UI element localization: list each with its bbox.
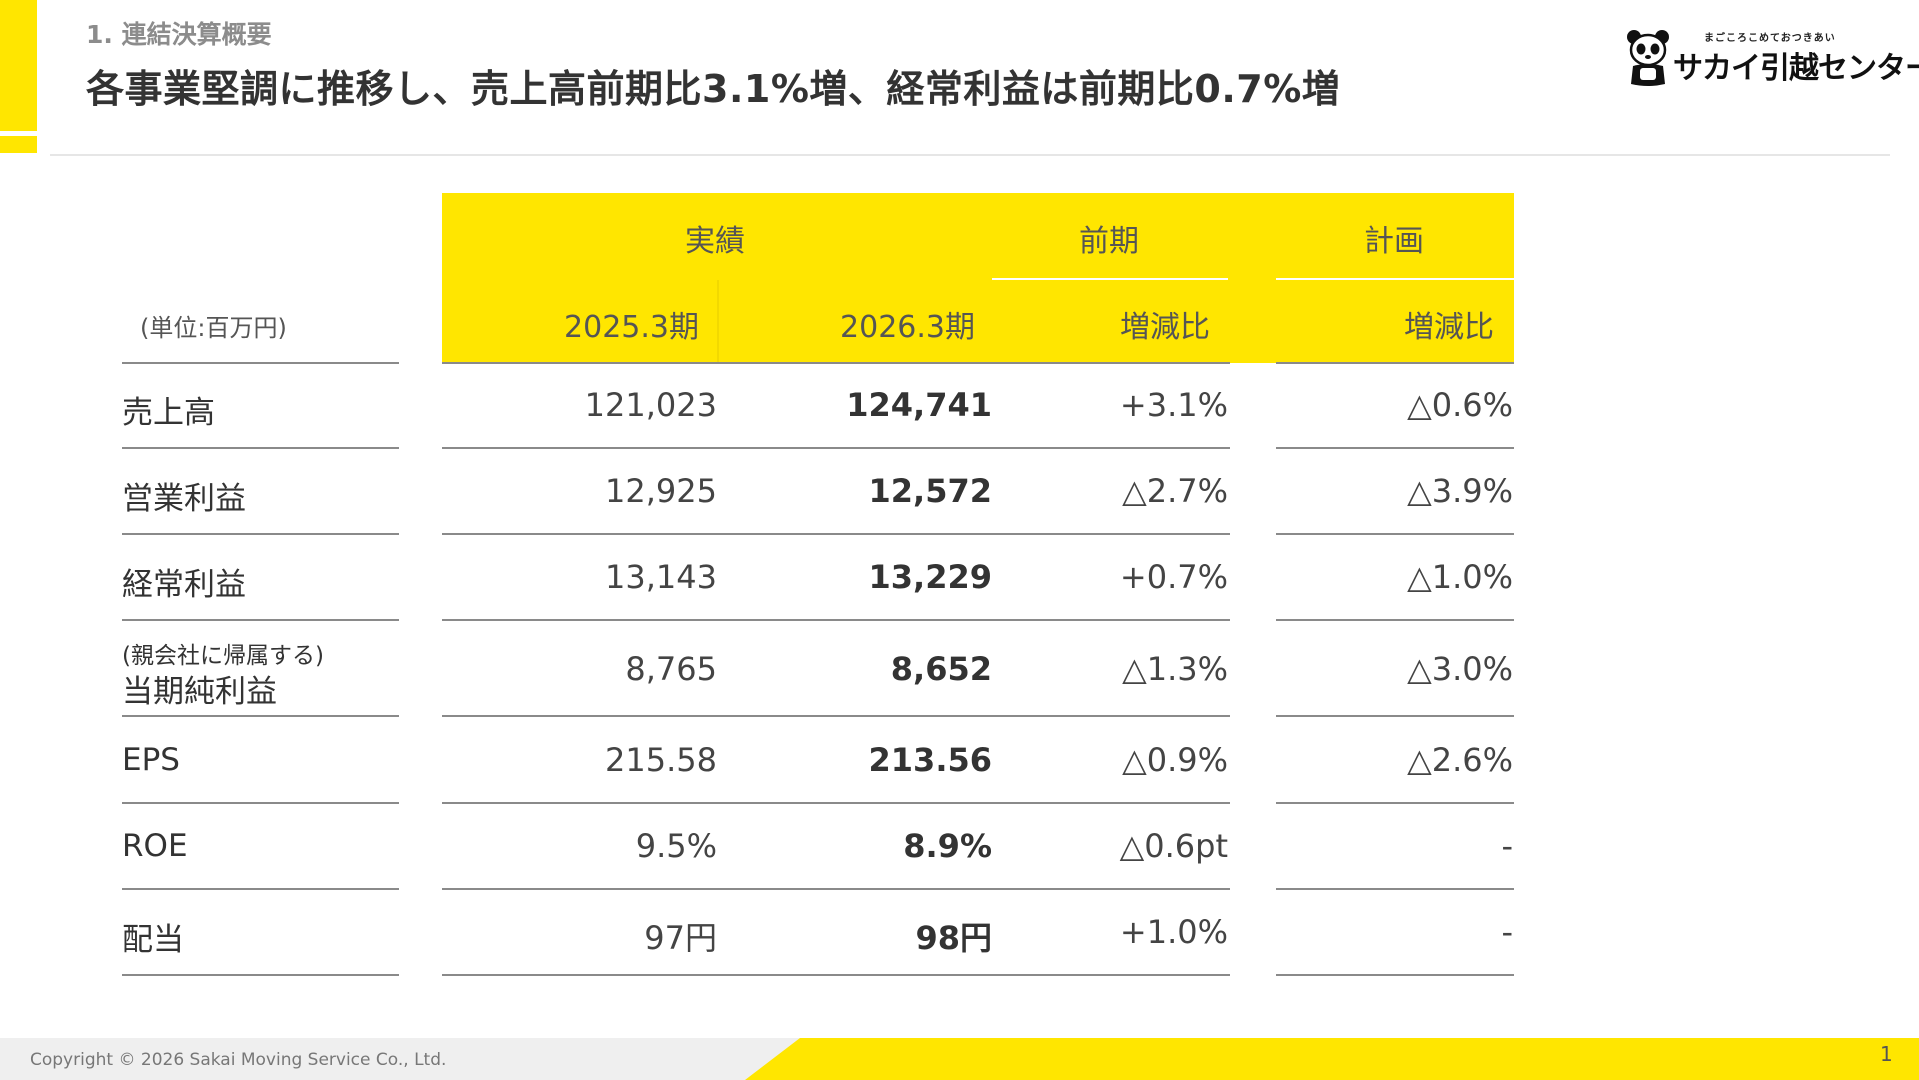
value-plan-change: △3.9% bbox=[1407, 472, 1513, 510]
value-plan-change: △3.0% bbox=[1407, 650, 1513, 688]
value-fy2025: 12,925 bbox=[605, 472, 717, 510]
row-rule bbox=[442, 447, 1230, 449]
value-prev-change: △0.9% bbox=[1122, 741, 1228, 779]
logo-name: サカイ引越センター bbox=[1673, 51, 1919, 86]
row-rule bbox=[122, 533, 399, 535]
header-divider-previous bbox=[992, 278, 1228, 280]
header-fy2025: 2025.3期 bbox=[564, 310, 699, 345]
value-plan-change: - bbox=[1501, 827, 1513, 865]
row-rule bbox=[1276, 802, 1514, 804]
row-label: 経常利益 bbox=[122, 567, 246, 603]
header-col-separator bbox=[717, 280, 719, 363]
value-fy2025: 9.5% bbox=[635, 827, 717, 865]
value-fy2025: 121,023 bbox=[584, 386, 717, 424]
company-logo: まごころこめておつきあい サカイ引越センター bbox=[1625, 26, 1919, 88]
row-rule bbox=[122, 802, 399, 804]
value-fy2025: 215.58 bbox=[605, 741, 717, 779]
header-previous: 前期 bbox=[1079, 224, 1139, 259]
rule-header-plan bbox=[1276, 362, 1514, 364]
page-title: 各事業堅調に推移し、売上高前期比3.1%増、経常利益は前期比0.7%増 bbox=[86, 67, 1341, 111]
value-fy2025: 97円 bbox=[644, 919, 717, 957]
row-rule bbox=[122, 447, 399, 449]
row-rule bbox=[122, 888, 399, 890]
value-fy2026: 124,741 bbox=[846, 386, 992, 424]
row-label-note: (親会社に帰属する) bbox=[122, 643, 324, 669]
row-label: 配当 bbox=[122, 922, 184, 958]
row-label: 営業利益 bbox=[122, 481, 246, 517]
header-actual: 実績 bbox=[685, 224, 745, 259]
row-rule bbox=[1276, 533, 1514, 535]
value-fy2025: 13,143 bbox=[605, 558, 717, 596]
value-prev-change: △1.3% bbox=[1122, 650, 1228, 688]
row-rule bbox=[442, 715, 1230, 717]
value-fy2026: 98円 bbox=[915, 919, 992, 957]
value-fy2026: 8,652 bbox=[890, 650, 992, 688]
row-rule bbox=[442, 888, 1230, 890]
accent-bar-bottom bbox=[0, 136, 37, 153]
value-fy2026: 13,229 bbox=[868, 558, 992, 596]
row-rule bbox=[122, 974, 399, 976]
row-rule bbox=[442, 619, 1230, 621]
logo-tagline: まごころこめておつきあい bbox=[1704, 33, 1836, 44]
row-label: 当期純利益 bbox=[122, 674, 277, 710]
value-fy2026: 12,572 bbox=[868, 472, 992, 510]
row-rule bbox=[1276, 888, 1514, 890]
value-prev-change: △0.6pt bbox=[1119, 827, 1228, 865]
value-fy2026: 8.9% bbox=[903, 827, 992, 865]
copyright: Copyright © 2026 Sakai Moving Service Co… bbox=[30, 1050, 447, 1070]
accent-bar bbox=[0, 0, 37, 131]
row-rule bbox=[442, 974, 1230, 976]
value-prev-change: △2.7% bbox=[1122, 472, 1228, 510]
header-divider-plan bbox=[1276, 278, 1514, 280]
unit-label: (単位:百万円) bbox=[140, 314, 287, 342]
value-prev-change: +1.0% bbox=[1119, 913, 1228, 951]
row-rule bbox=[1276, 715, 1514, 717]
value-plan-change: △1.0% bbox=[1407, 558, 1513, 596]
row-label: ROE bbox=[122, 828, 188, 864]
header-prev-change: 増減比 bbox=[1120, 310, 1210, 345]
row-label: 売上高 bbox=[122, 395, 215, 431]
value-prev-change: +3.1% bbox=[1119, 386, 1228, 424]
row-rule bbox=[442, 802, 1230, 804]
row-rule bbox=[122, 715, 399, 717]
header-plan-change: 増減比 bbox=[1404, 310, 1494, 345]
title-divider bbox=[50, 154, 1890, 156]
page-number: 1 bbox=[1880, 1042, 1893, 1066]
footer-accent bbox=[745, 1038, 1919, 1080]
value-fy2026: 213.56 bbox=[868, 741, 992, 779]
row-rule bbox=[1276, 447, 1514, 449]
row-rule bbox=[122, 619, 399, 621]
value-prev-change: +0.7% bbox=[1119, 558, 1228, 596]
section-label: 1. 連結決算概要 bbox=[86, 20, 272, 49]
value-plan-change: - bbox=[1501, 913, 1513, 951]
row-label: EPS bbox=[122, 742, 180, 778]
header-plan: 計画 bbox=[1364, 224, 1424, 259]
row-rule bbox=[1276, 974, 1514, 976]
row-rule bbox=[442, 533, 1230, 535]
rule-header-label bbox=[122, 362, 399, 364]
value-fy2025: 8,765 bbox=[625, 650, 717, 688]
header-fy2026: 2026.3期 bbox=[840, 310, 975, 345]
row-rule bbox=[1276, 619, 1514, 621]
rule-header-main bbox=[442, 362, 1230, 364]
value-plan-change: △0.6% bbox=[1407, 386, 1513, 424]
panda-icon bbox=[1627, 30, 1669, 86]
value-plan-change: △2.6% bbox=[1407, 741, 1513, 779]
